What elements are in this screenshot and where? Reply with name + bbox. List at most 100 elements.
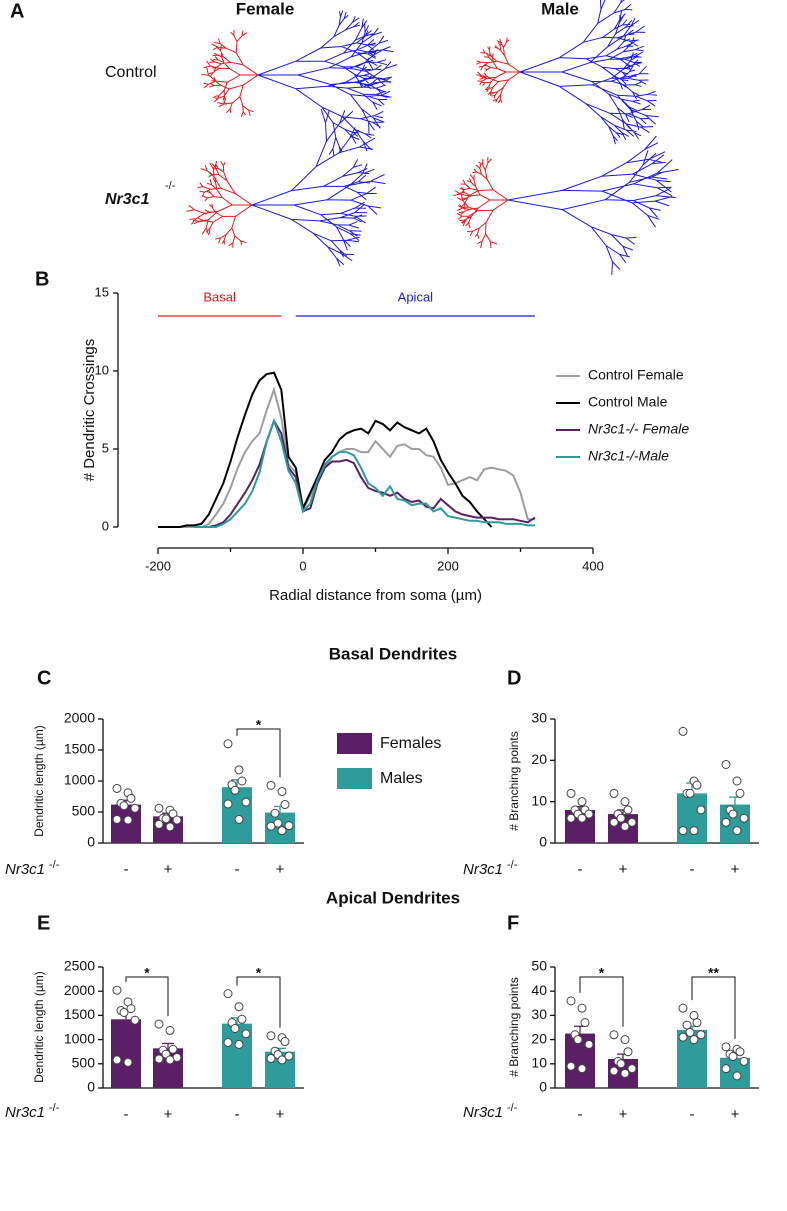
data-point (627, 1064, 637, 1074)
data-point (732, 826, 742, 836)
data-point (241, 797, 251, 807)
data-point (721, 817, 731, 827)
apical-tracing (251, 108, 386, 267)
data-point (689, 826, 699, 836)
data-point (566, 996, 576, 1006)
data-point (223, 1038, 233, 1048)
data-point (721, 1064, 731, 1074)
row-label: Nr3c1 (105, 191, 150, 208)
y-tick-label: 0 (539, 834, 547, 850)
apical-tracing (519, 0, 659, 145)
data-point (119, 801, 129, 811)
data-point (609, 1066, 619, 1076)
y-axis-label: # Branching points (507, 977, 521, 1076)
data-point (735, 1047, 745, 1057)
data-point (696, 805, 706, 815)
x-tick-label: - (235, 861, 240, 878)
significance-label: * (599, 965, 605, 981)
data-point (277, 787, 287, 797)
data-point (237, 1014, 247, 1024)
data-point (580, 1018, 590, 1028)
data-point (237, 776, 247, 786)
x-tick-label: + (619, 861, 628, 878)
data-point (154, 819, 164, 829)
y-tick-label: 10 (531, 1055, 547, 1071)
data-point (112, 1055, 122, 1065)
data-point (577, 797, 587, 807)
column-header: Female (236, 0, 295, 18)
y-tick-label: 30 (531, 1006, 547, 1022)
legend-swatch (337, 768, 372, 789)
significance-bracket (236, 728, 281, 778)
y-tick-label: 1500 (64, 741, 95, 757)
y-tick-label: 0 (87, 1079, 95, 1095)
data-point (566, 788, 576, 798)
data-point (735, 788, 745, 798)
x-tick-label: -200 (145, 558, 171, 573)
data-point (234, 1039, 244, 1049)
x-tick-label: - (690, 1106, 695, 1123)
data-point (678, 826, 688, 836)
row-label-superscript: -/- (165, 180, 176, 192)
data-point (123, 1057, 133, 1067)
data-point (112, 814, 122, 824)
data-point (223, 989, 233, 999)
bar (677, 793, 707, 843)
basal-tracing (453, 157, 509, 249)
data-point (732, 776, 742, 786)
data-point (168, 1044, 178, 1054)
y-tick-label: 15 (95, 284, 109, 299)
column-header: Male (541, 0, 579, 18)
basal-tracing (186, 161, 253, 248)
x-tick-label: - (124, 861, 129, 878)
y-tick-label: 20 (531, 751, 547, 767)
data-point (223, 799, 233, 809)
y-tick-label: 1500 (64, 1006, 95, 1022)
y-axis-label: # Dendritic Crossings (81, 339, 98, 482)
data-point (678, 1032, 688, 1042)
x-tick-label: 200 (437, 558, 459, 573)
data-point (620, 1068, 630, 1078)
data-point (678, 726, 688, 736)
data-point (165, 1055, 175, 1065)
data-point (739, 1056, 749, 1066)
data-point (266, 1053, 276, 1063)
data-point (234, 814, 244, 824)
data-point (284, 1051, 294, 1061)
data-point (126, 793, 136, 803)
data-point (620, 821, 630, 831)
x-axis-label-superscript: -/- (49, 859, 60, 871)
data-point (609, 788, 619, 798)
y-tick-label: 2000 (64, 710, 95, 726)
basal-tracing (201, 29, 259, 117)
y-tick-label: 0 (102, 518, 109, 533)
x-tick-label: 400 (582, 558, 604, 573)
x-axis-label: Nr3c1 (5, 861, 45, 878)
data-point (277, 826, 287, 836)
series-line (194, 417, 535, 528)
row-label: Control (105, 64, 157, 81)
legend-label: Nr3c1-/-Male (588, 448, 669, 464)
apical-tracing (257, 10, 398, 157)
significance-bracket (579, 976, 624, 1027)
x-axis-label: Nr3c1 (5, 1104, 45, 1121)
data-point (689, 1035, 699, 1045)
data-point (685, 1027, 695, 1037)
basal-tracing (476, 37, 521, 104)
annotation: Basal (203, 289, 236, 304)
data-point (112, 783, 122, 793)
legend-label: Control Male (588, 394, 668, 410)
y-tick-label: 500 (72, 803, 96, 819)
data-point (721, 1042, 731, 1052)
annotation: Apical (398, 289, 434, 304)
series-line (158, 371, 493, 528)
x-tick-label: - (235, 1106, 240, 1123)
data-point (577, 1064, 587, 1074)
data-point (165, 1025, 175, 1035)
data-point (241, 1029, 251, 1039)
data-point (230, 1023, 240, 1033)
y-axis-label: # Branching points (507, 731, 521, 830)
y-tick-label: 2500 (64, 958, 95, 974)
data-point (126, 1004, 136, 1014)
x-axis-label: Radial distance from soma (µm) (269, 587, 482, 604)
